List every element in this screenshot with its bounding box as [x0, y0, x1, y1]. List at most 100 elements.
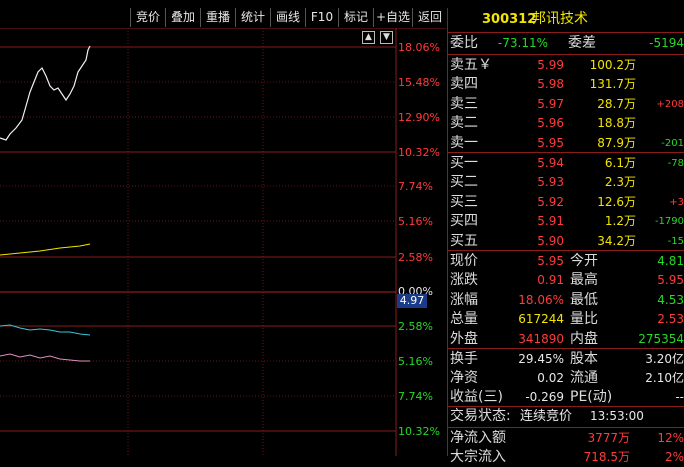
flow-label: 大宗流入 [450, 449, 506, 465]
pct-label: 2.58% [398, 320, 433, 333]
bid-level-label: 买五 [450, 232, 478, 249]
order-ratio-row: 委比 -73.11% 委差 -5194 [448, 34, 684, 53]
pct-label: 5.16% [398, 215, 433, 228]
intraday-chart[interactable]: ▲ ▼ 18.06% 15.48% 12.90% 10.32% 7.74% 5.… [0, 28, 446, 456]
fund-row: 净资 0.02 流通 2.10亿 [448, 369, 684, 388]
bid-level-label: 买四 [450, 213, 478, 230]
quote-label: 涨幅 [450, 291, 478, 308]
ask-volume: 18.8万 [597, 116, 636, 131]
quote-label: 内盘 [570, 330, 598, 347]
quote-panel: 300312 邦讯技术 委比 -73.11% 委差 -5194 卖五￥ 5.99… [447, 8, 684, 465]
flow-value: 3777万 [587, 431, 630, 445]
replay-button[interactable]: 重播 [200, 8, 235, 27]
ask-volume: 131.7万 [589, 77, 636, 92]
quote-label: 今开 [570, 253, 598, 269]
chart-grid [0, 28, 446, 456]
bid-level-label: 买二 [450, 174, 478, 191]
draw-line-button[interactable]: 画线 [270, 8, 305, 27]
back-button[interactable]: 返回 [412, 8, 447, 27]
bid-price: 5.93 [537, 175, 564, 190]
fund-label: 净资 [450, 369, 478, 386]
statistics-button[interactable]: 统计 [235, 8, 270, 27]
ask-row[interactable]: 卖一 5.95 87.9万 -201 [448, 134, 684, 153]
bid-row[interactable]: 买二 5.93 2.3万 [448, 173, 684, 192]
trade-status-value: 连续竞价 [520, 409, 573, 424]
flow-row: 净流入额 3777万 12% [448, 429, 684, 448]
ask-row[interactable]: 卖四 5.98 131.7万 [448, 75, 684, 94]
ask-level-label: 卖二 [450, 115, 478, 132]
quote-value: 18.06% [518, 292, 564, 307]
trade-status-time: 13:53:00 [590, 409, 644, 423]
ask-price: 5.98 [537, 77, 564, 92]
bid-price: 5.90 [537, 233, 564, 248]
fund-value: 3.20亿 [645, 352, 684, 366]
ask-change: +208 [656, 98, 684, 110]
bid-change: +3 [669, 196, 684, 208]
indicator-line-pink [0, 353, 90, 362]
bid-row[interactable]: 买五 5.90 34.2万 -15 [448, 232, 684, 251]
order-diff-label: 委差 [568, 35, 596, 51]
ask-change: -201 [661, 137, 684, 149]
pct-label: 12.90% [398, 111, 440, 124]
zoom-out-icon[interactable]: ▼ [380, 31, 393, 44]
mark-button[interactable]: 标记 [338, 8, 373, 27]
ask-price: 5.95 [537, 135, 564, 150]
trade-status-label: 交易状态: [450, 408, 511, 424]
add-watchlist-button[interactable]: +自选 [373, 8, 412, 27]
fund-value: 29.45% [518, 352, 564, 366]
ask-level-label: 卖三 [450, 95, 478, 112]
bid-volume: 34.2万 [597, 233, 636, 248]
ask-volume: 28.7万 [597, 96, 636, 111]
bid-level-label: 买一 [450, 155, 478, 171]
quote-value: 4.53 [657, 292, 684, 307]
quote-row: 外盘 341890 内盘 275354 [448, 330, 684, 349]
fund-value: 0.02 [537, 370, 564, 385]
quote-value: 4.81 [657, 254, 684, 268]
bid-level-label: 买三 [450, 193, 478, 210]
quote-value: 5.95 [657, 273, 684, 288]
fund-label: 流通 [570, 369, 598, 386]
bid-volume: 6.1万 [604, 156, 636, 170]
fund-label: 换手 [450, 351, 478, 367]
ask-row[interactable]: 卖三 5.97 28.7万 +208 [448, 95, 684, 114]
pct-label: 7.74% [398, 180, 433, 193]
overlay-button[interactable]: 叠加 [165, 8, 200, 27]
fund-row: 换手 29.45% 股本 3.20亿 [448, 350, 684, 369]
auction-button[interactable]: 竞价 [130, 8, 165, 27]
quote-value: 0.91 [537, 273, 564, 288]
quote-label: 涨跌 [450, 272, 478, 289]
ask-volume: 87.9万 [597, 135, 636, 150]
bid-row[interactable]: 买一 5.94 6.1万 -78 [448, 154, 684, 173]
bid-row[interactable]: 买三 5.92 12.6万 +3 [448, 193, 684, 212]
zoom-in-icon[interactable]: ▲ [362, 31, 375, 44]
flow-label: 净流入额 [450, 430, 506, 446]
order-diff-value: -5194 [649, 36, 684, 50]
ask-row[interactable]: 卖二 5.96 18.8万 [448, 114, 684, 133]
flow-pct: 2% [664, 450, 684, 464]
bid-row[interactable]: 买四 5.91 1.2万 -1790 [448, 212, 684, 231]
quote-label: 最低 [570, 291, 598, 308]
quote-label: 总量 [450, 311, 478, 328]
quote-label: 最高 [570, 272, 598, 289]
bid-price: 5.91 [537, 214, 564, 229]
bid-change: -78 [667, 158, 684, 169]
ask-level-label: 卖一 [450, 134, 478, 151]
quote-value: 275354 [638, 331, 684, 346]
ask-price: 5.97 [537, 96, 564, 111]
chart-toolbar: 竞价 叠加 重播 统计 画线 F10 标记 +自选 返回 [0, 8, 446, 27]
quote-row: 涨跌 0.91 最高 5.95 [448, 271, 684, 290]
quote-value: 341890 [518, 331, 564, 346]
stock-header: 300312 邦讯技术 [448, 10, 684, 30]
order-ratio-value: -73.11% [497, 36, 548, 50]
f10-button[interactable]: F10 [305, 8, 338, 27]
bid-change: -1790 [654, 216, 684, 228]
ask-row[interactable]: 卖五￥ 5.99 100.2万 [448, 56, 684, 75]
fund-row: 收益(三) -0.269 PE(动) -- [448, 388, 684, 407]
pct-label: 15.48% [398, 76, 440, 89]
quote-row: 涨幅 18.06% 最低 4.53 [448, 291, 684, 310]
pct-label: 7.74% [398, 390, 433, 403]
pct-label: 2.58% [398, 251, 433, 264]
pct-label: 18.06% [398, 41, 440, 54]
pct-label: 5.16% [398, 355, 433, 368]
fund-label: 股本 [570, 351, 598, 367]
